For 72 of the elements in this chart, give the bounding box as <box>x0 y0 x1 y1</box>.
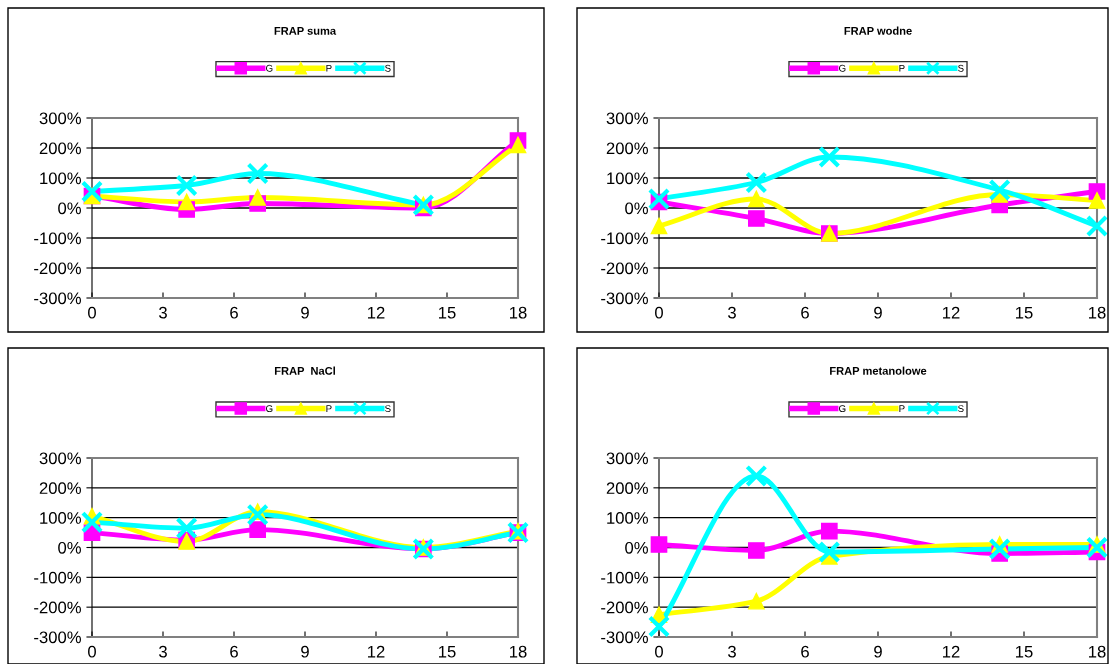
y-tick-label: 200% <box>39 482 81 495</box>
chart-title: FRAP suma <box>274 27 337 35</box>
legend-label: S <box>385 405 391 413</box>
x-tick-label: 6 <box>230 306 238 319</box>
y-tick-label: -100% <box>601 571 648 584</box>
x-tick-label: 3 <box>159 306 167 319</box>
y-tick-label: 200% <box>606 142 648 155</box>
y-tick-label: 0% <box>625 202 648 215</box>
y-tick-label: 0% <box>58 202 81 215</box>
x-tick-label: 6 <box>230 645 238 658</box>
x-tick-label: 12 <box>943 645 960 658</box>
legend-label: P <box>899 405 905 412</box>
x-tick-label: 15 <box>439 306 456 319</box>
y-tick-label: -100% <box>34 232 81 245</box>
x-tick-label: 12 <box>943 306 960 319</box>
x-tick-label: 0 <box>655 306 663 319</box>
legend-label: G <box>839 405 846 413</box>
legend-label: P <box>899 64 905 72</box>
y-tick-label: 300% <box>606 112 648 125</box>
legend-label: S <box>958 64 964 72</box>
y-tick-label: 100% <box>607 512 648 524</box>
y-tick-label: 200% <box>606 482 648 495</box>
y-tick-label: -100% <box>601 232 648 245</box>
x-tick-label: 9 <box>301 645 309 658</box>
x-tick-label: 18 <box>510 306 527 319</box>
y-tick-label: 300% <box>606 452 648 465</box>
x-tick-label: 3 <box>728 306 736 319</box>
x-tick-label: 9 <box>874 306 882 319</box>
legend-label: P <box>326 405 332 412</box>
y-tick-label: -200% <box>601 601 648 614</box>
legend-label: G <box>839 64 846 72</box>
y-tick-label: -200% <box>34 601 81 614</box>
x-tick-label: 0 <box>88 306 96 319</box>
y-tick-label: 0% <box>58 541 81 554</box>
chart-title: FRAP wodne <box>844 26 912 35</box>
legend-label: S <box>958 405 964 413</box>
x-tick-label: 18 <box>1089 306 1106 319</box>
x-tick-label: 3 <box>159 645 167 658</box>
x-tick-label: 6 <box>801 306 809 319</box>
y-tick-label: -200% <box>34 262 81 275</box>
legend-label: P <box>326 64 332 72</box>
legend-label: S <box>385 64 391 72</box>
x-tick-label: 0 <box>88 645 96 658</box>
y-tick-label: 100% <box>40 512 81 524</box>
chart-title: FRAP NaCl <box>274 366 335 375</box>
legend-label: G <box>266 405 273 413</box>
x-tick-label: 18 <box>1089 645 1106 658</box>
legend-label: G <box>266 64 273 72</box>
x-tick-label: 9 <box>874 645 882 658</box>
y-tick-label: 100% <box>607 172 648 185</box>
y-tick-label: -300% <box>601 292 648 305</box>
x-tick-label: 18 <box>510 645 527 658</box>
y-tick-label: -100% <box>34 571 81 584</box>
x-tick-label: 15 <box>439 645 456 658</box>
x-tick-label: 9 <box>301 306 309 319</box>
x-tick-label: 12 <box>368 645 385 658</box>
y-tick-label: -300% <box>601 631 648 644</box>
x-tick-label: 15 <box>1016 645 1033 658</box>
y-tick-label: 200% <box>39 142 81 155</box>
chart-title: FRAP metanolowe <box>830 366 927 375</box>
x-tick-label: 6 <box>801 645 809 658</box>
x-tick-label: 15 <box>1016 306 1033 319</box>
y-tick-label: 100% <box>40 172 81 185</box>
x-tick-label: 12 <box>368 306 385 319</box>
y-tick-label: -300% <box>34 631 81 644</box>
y-tick-label: -200% <box>601 262 648 275</box>
x-tick-label: 0 <box>655 645 663 658</box>
x-tick-label: 3 <box>728 645 736 658</box>
y-tick-label: 300% <box>39 112 81 125</box>
y-tick-label: 300% <box>39 452 81 465</box>
y-tick-label: -300% <box>34 292 81 305</box>
y-tick-label: 0% <box>625 541 648 554</box>
